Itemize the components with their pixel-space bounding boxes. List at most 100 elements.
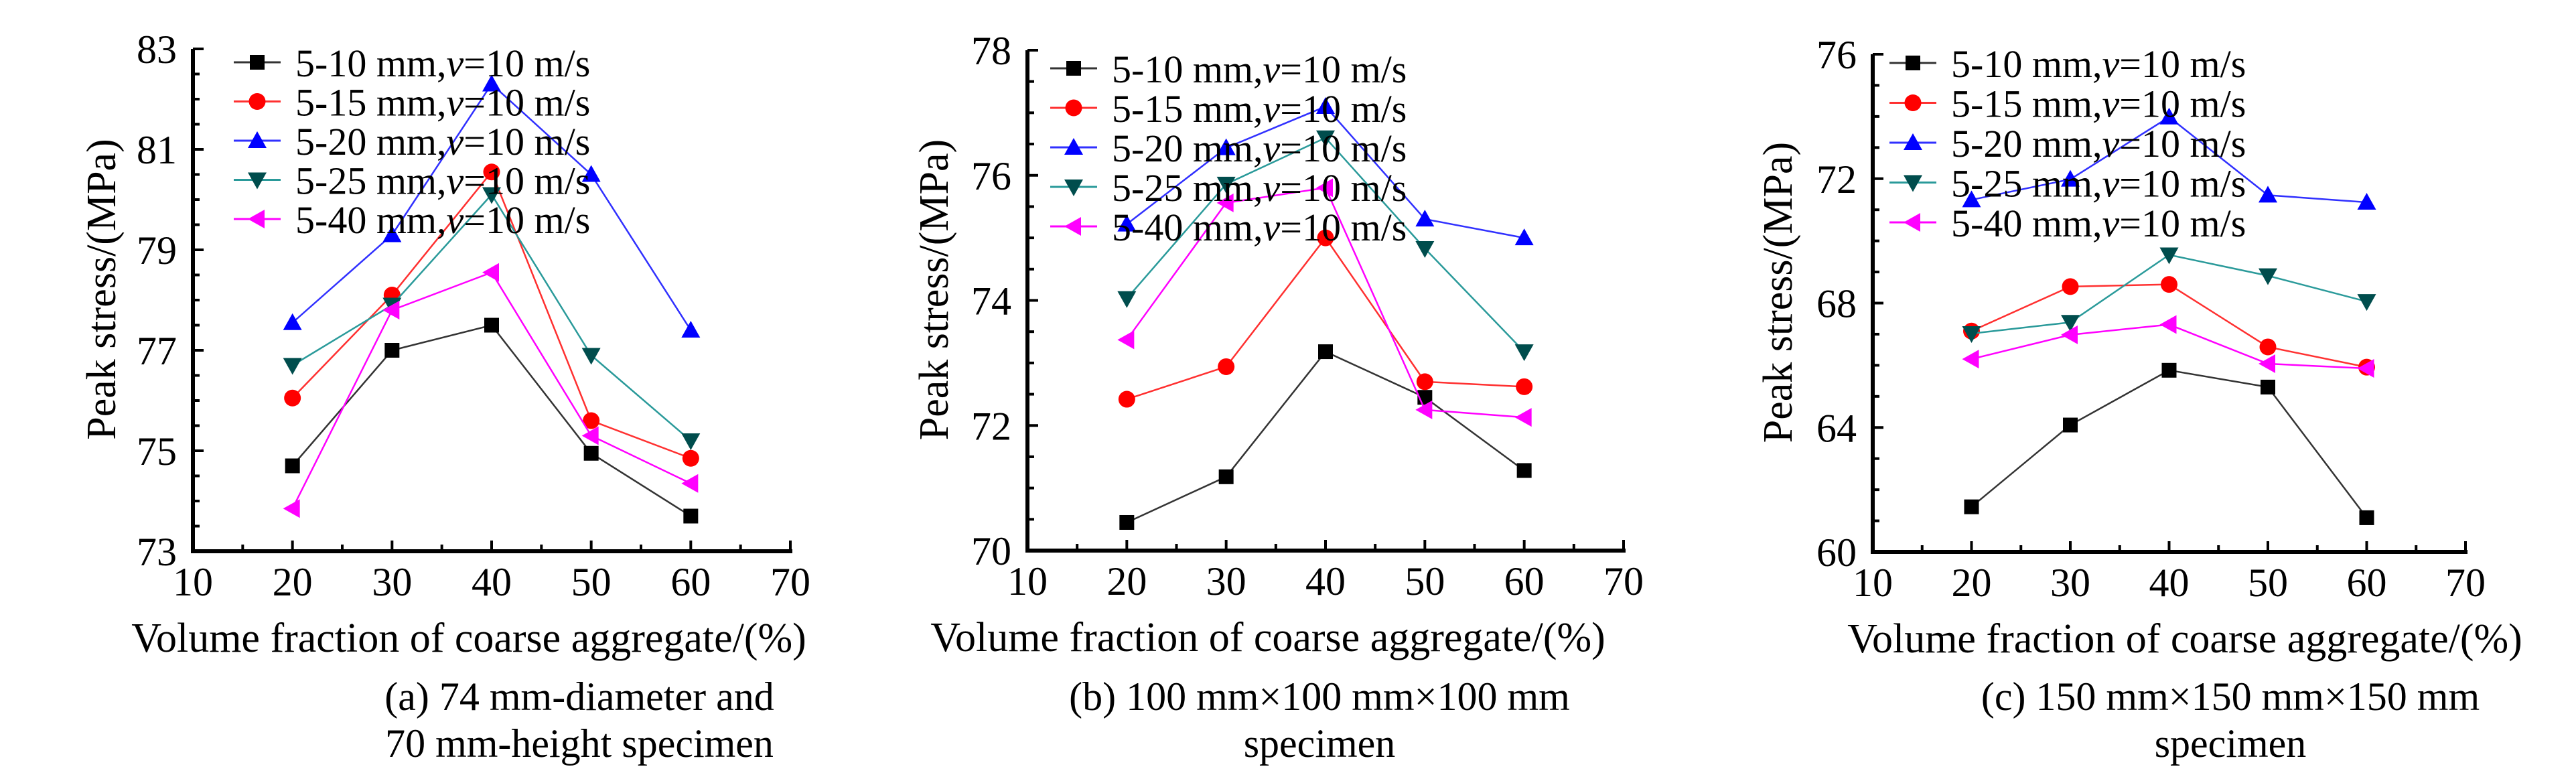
legend-item: 5-20 mm,v=10 m/s: [1050, 127, 1407, 170]
legend-label-size: 5-20 mm,: [1112, 127, 1263, 170]
legend-marker: [1904, 94, 1922, 111]
data-point-marker: [284, 389, 301, 407]
legend-label: 5-40 mm,v=10 m/s: [295, 198, 590, 242]
legend-label: 5-20 mm,v=10 m/s: [1951, 122, 2246, 165]
legend-label: 5-15 mm,v=10 m/s: [1112, 87, 1407, 131]
data-point-marker: [581, 348, 601, 365]
figure-caption: (a) 74 mm-diameter and: [384, 674, 774, 719]
legend-label-size: 5-40 mm,: [1951, 202, 2102, 245]
x-tick-label: 60: [1504, 559, 1545, 603]
y-tick-label: 74: [971, 279, 1011, 324]
legend-label-speed: =10 m/s: [2119, 202, 2246, 245]
legend-label: 5-25 mm,v=10 m/s: [1951, 162, 2246, 206]
data-point-marker: [2359, 510, 2374, 525]
legend-item: 5-15 mm,v=10 m/s: [1050, 87, 1407, 131]
legend-label-variable: v: [447, 42, 464, 85]
y-tick-label: 73: [137, 530, 177, 574]
x-tick-label: 20: [1952, 561, 1992, 605]
data-point-marker: [1514, 228, 1534, 246]
x-tick-label: 40: [472, 560, 512, 604]
y-tick-label: 72: [971, 404, 1011, 448]
y-tick-label: 68: [1816, 282, 1857, 326]
legend-item: 5-40 mm,v=10 m/s: [1889, 202, 2246, 245]
legend-label-size: 5-15 mm,: [1951, 82, 2102, 126]
legend-marker: [1904, 175, 1922, 192]
y-tick-label: 75: [137, 429, 177, 474]
legend-label-size: 5-20 mm,: [1951, 122, 2102, 165]
data-point-marker: [1119, 514, 1135, 530]
x-tick-label: 70: [770, 560, 810, 604]
legend-label-speed: =10 m/s: [2119, 82, 2246, 126]
data-point-marker: [483, 163, 500, 181]
legend-label: 5-20 mm,v=10 m/s: [295, 120, 590, 163]
legend-label-variable: v: [2102, 162, 2120, 206]
legend-label-size: 5-15 mm,: [1112, 87, 1263, 131]
y-tick-label: 76: [971, 154, 1011, 198]
series-5-40mm: [283, 263, 699, 518]
legend-label-variable: v: [447, 159, 464, 203]
y-tick-label: 60: [1816, 530, 1857, 575]
data-point-marker: [2259, 354, 2275, 374]
data-point-marker: [681, 433, 701, 450]
series-5-25mm: [1962, 247, 2376, 344]
legend-item: 5-15 mm,v=10 m/s: [234, 81, 590, 125]
data-point-marker: [1216, 138, 1236, 155]
legend-label-variable: v: [447, 198, 464, 242]
legend-label: 5-40 mm,v=10 m/s: [1112, 206, 1407, 249]
y-axis-title: Peak stress/(MPa): [912, 139, 957, 440]
data-point-marker: [1216, 193, 1234, 212]
legend-label-variable: v: [2102, 122, 2120, 165]
legend-marker: [250, 55, 265, 70]
legend-item: 5-40 mm,v=10 m/s: [234, 198, 590, 242]
data-point-marker: [285, 458, 300, 474]
data-point-marker: [681, 474, 699, 493]
data-point-marker: [482, 74, 501, 92]
legend: 5-10 mm,v=10 m/s5-15 mm,v=10 m/s5-20 mm,…: [1889, 42, 2246, 245]
y-tick-label: 81: [137, 128, 177, 172]
chart-panel-b: 70 72 74 76 78 10 20 30 40 50 60 70 Volume fraction …: [912, 29, 1644, 766]
y-tick-label: 77: [137, 329, 177, 373]
legend-label: 5-15 mm,v=10 m/s: [1951, 82, 2246, 126]
legend-marker: [1066, 61, 1081, 76]
legend-label-speed: =10 m/s: [2119, 122, 2246, 165]
data-point-marker: [681, 321, 701, 338]
series-5-15mm: [284, 163, 699, 467]
data-point-marker: [1415, 240, 1435, 258]
data-point-marker: [1117, 214, 1137, 232]
legend-label-speed: =10 m/s: [1280, 87, 1407, 131]
data-point-marker: [2259, 338, 2277, 356]
legend-label-variable: v: [1263, 166, 1281, 210]
series-5-40mm: [1117, 178, 1532, 427]
series-line: [1126, 236, 1524, 401]
series-5-10mm: [1964, 362, 2374, 525]
legend-marker: [248, 131, 267, 148]
data-point-marker: [1316, 97, 1335, 115]
data-point-marker: [1964, 499, 1979, 514]
legend-item: 5-10 mm,v=10 m/s: [234, 42, 590, 85]
series-line: [1126, 350, 1525, 524]
legend-marker: [1904, 213, 1920, 232]
data-point-marker: [1415, 400, 1433, 419]
series-5-20mm: [1117, 97, 1534, 246]
series-5-40mm: [1962, 315, 2374, 378]
figure-caption: specimen: [1244, 721, 1396, 766]
legend-item: 5-20 mm,v=10 m/s: [234, 120, 590, 163]
legend-label-variable: v: [2102, 202, 2120, 245]
data-point-marker: [2062, 278, 2079, 295]
legend: 5-10 mm,v=10 m/s5-15 mm,v=10 m/s5-20 mm,…: [234, 42, 590, 242]
legend-label-size: 5-25 mm,: [295, 159, 447, 203]
data-point-marker: [581, 165, 601, 182]
data-point-marker: [583, 445, 599, 461]
legend-item: 5-10 mm,v=10 m/s: [1889, 42, 2246, 86]
data-point-marker: [581, 426, 599, 445]
data-point-marker: [683, 508, 699, 524]
figure-caption: (b) 100 mm×100 mm×100 mm: [1069, 674, 1570, 719]
data-point-marker: [1216, 176, 1236, 194]
legend-label-variable: v: [447, 120, 464, 163]
legend-marker: [248, 93, 266, 110]
legend-label-size: 5-10 mm,: [295, 42, 447, 85]
legend-label-speed: =10 m/s: [463, 198, 590, 242]
data-point-marker: [1416, 373, 1433, 390]
legend-label: 5-10 mm,v=10 m/s: [1951, 42, 2246, 86]
x-tick-label: 20: [1106, 559, 1147, 603]
